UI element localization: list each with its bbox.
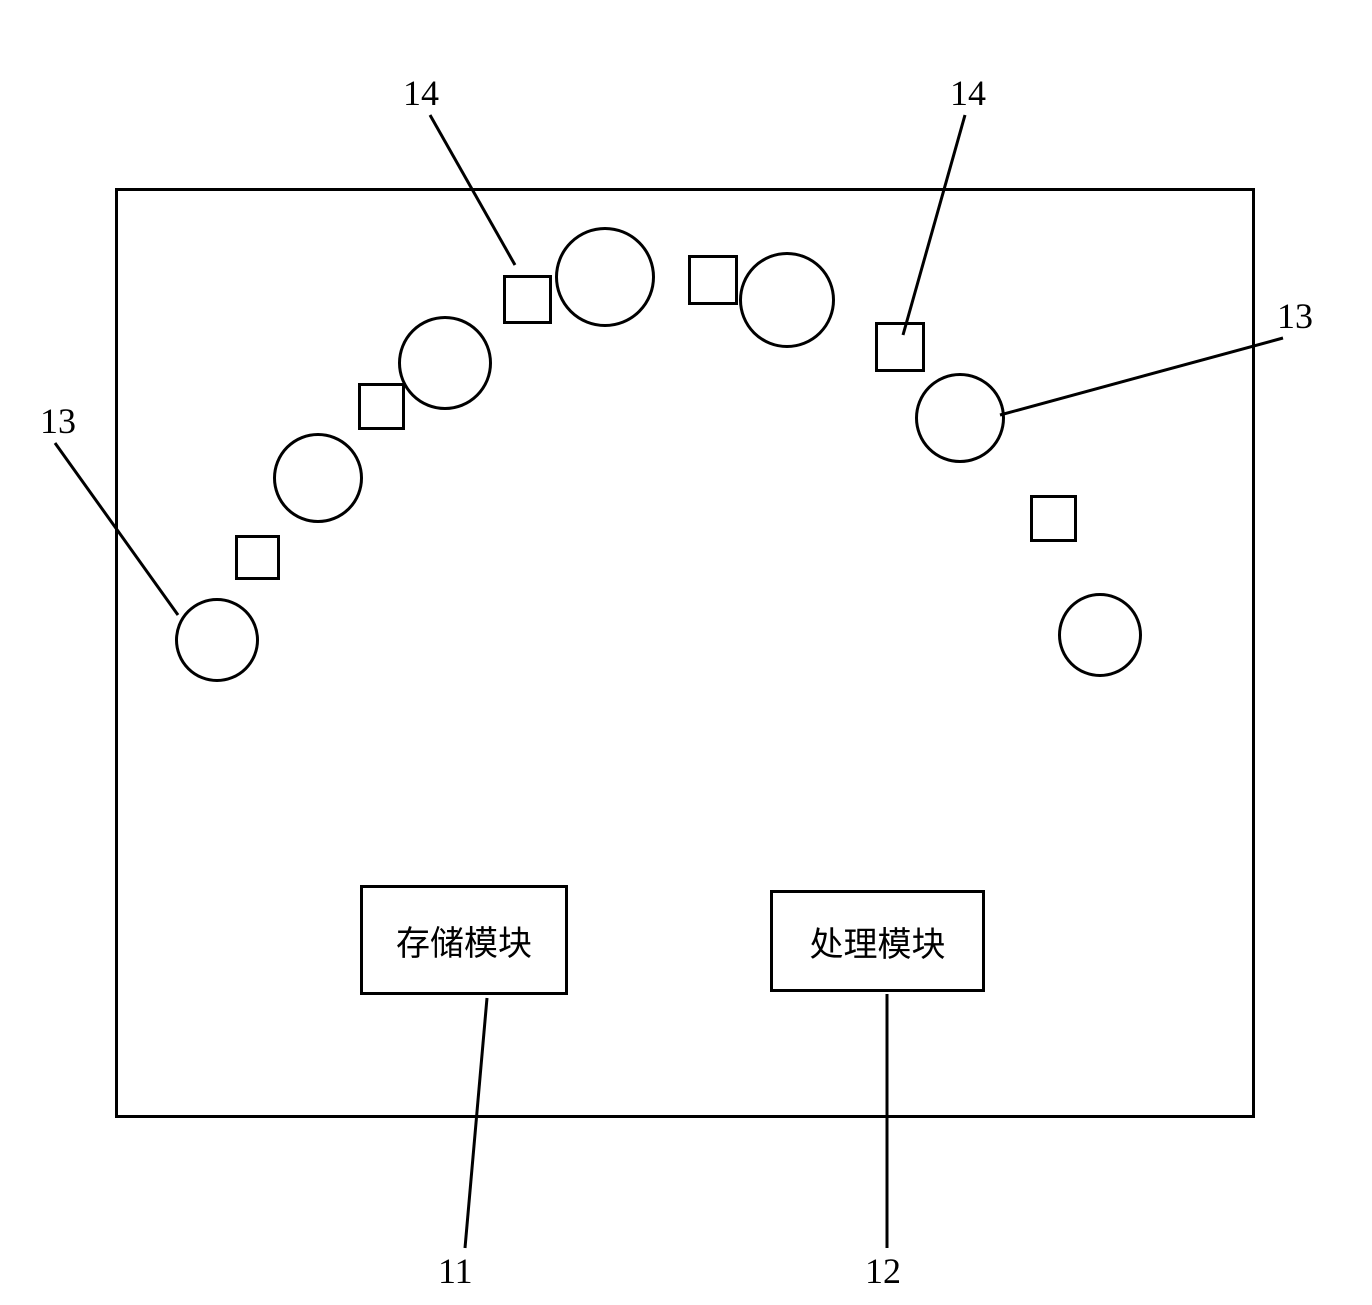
arc-circle-2 xyxy=(398,316,492,410)
callout-label-c14b: 14 xyxy=(950,72,986,114)
arc-square-5 xyxy=(1030,495,1077,542)
storage-module-box: 存储模块 xyxy=(360,885,568,995)
arc-circle-5 xyxy=(915,373,1005,463)
arc-circle-4 xyxy=(739,252,835,348)
arc-square-2 xyxy=(503,275,552,324)
callout-label-c14a: 14 xyxy=(403,72,439,114)
arc-square-0 xyxy=(235,535,280,580)
process-module-box: 处理模块 xyxy=(770,890,985,992)
arc-circle-0 xyxy=(175,598,259,682)
arc-circle-6 xyxy=(1058,593,1142,677)
callout-label-c11: 11 xyxy=(438,1250,473,1292)
arc-circle-1 xyxy=(273,433,363,523)
callout-label-c12: 12 xyxy=(865,1250,901,1292)
storage-module-label: 存储模块 xyxy=(396,916,532,965)
callout-label-c13a: 13 xyxy=(40,400,76,442)
arc-square-3 xyxy=(688,255,738,305)
arc-square-1 xyxy=(358,383,405,430)
callout-label-c13b: 13 xyxy=(1277,295,1313,337)
arc-square-4 xyxy=(875,322,925,372)
diagram-canvas: 存储模块 处理模块 14 14 13 13 11 12 xyxy=(0,0,1372,1305)
process-module-label: 处理模块 xyxy=(810,917,946,966)
arc-circle-3 xyxy=(555,227,655,327)
